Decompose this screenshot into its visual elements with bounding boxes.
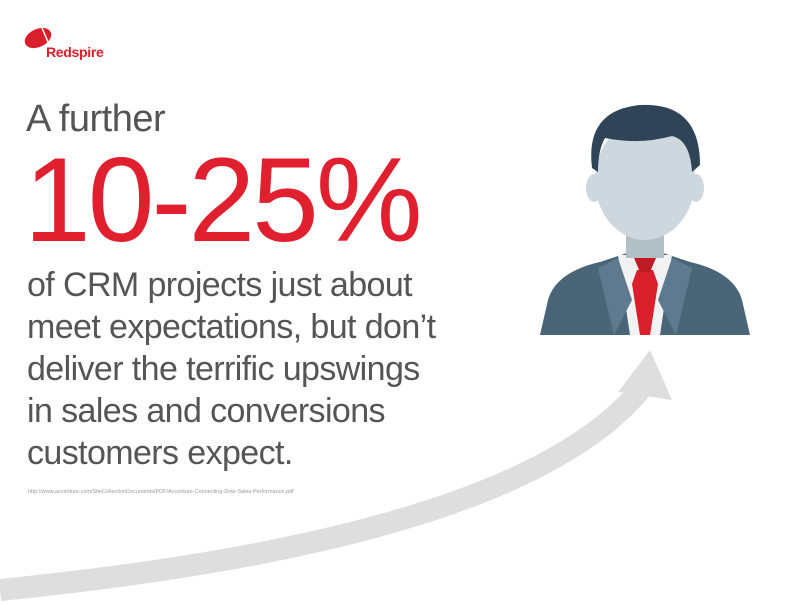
headline-lead: A further xyxy=(26,98,166,140)
body-line: customers expect. xyxy=(27,434,293,472)
redspire-logo xyxy=(24,27,52,49)
body-text: of CRM projects just about meet expectat… xyxy=(27,264,497,474)
brand-name: Redspire xyxy=(46,44,104,60)
headline-stat: 10-25% xyxy=(24,133,423,267)
source-citation: http://www.accenture.com/SiteCollectionD… xyxy=(28,489,294,495)
businessman-icon xyxy=(540,104,750,335)
arrow-up-curve-icon xyxy=(0,350,672,601)
body-line: meet expectations, but don’t xyxy=(27,308,436,346)
body-line: in sales and conversions xyxy=(27,392,386,430)
body-line: of CRM projects just about xyxy=(27,266,413,304)
body-line: deliver the terrific upswings xyxy=(27,350,420,388)
